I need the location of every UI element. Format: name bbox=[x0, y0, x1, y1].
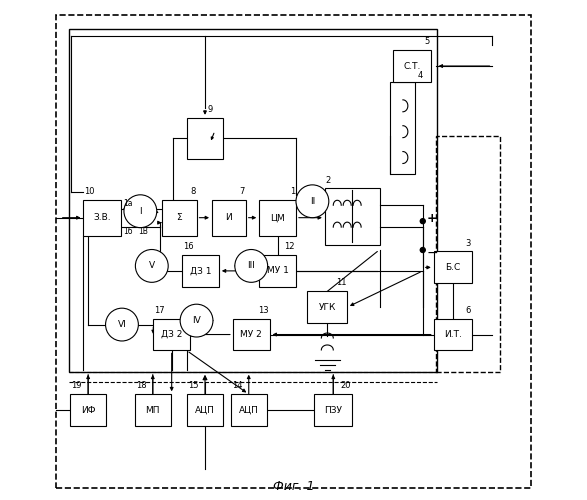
Text: Б.С: Б.С bbox=[445, 263, 460, 272]
Text: −: − bbox=[427, 246, 438, 260]
Circle shape bbox=[296, 185, 329, 218]
Text: 9: 9 bbox=[207, 105, 212, 114]
FancyBboxPatch shape bbox=[182, 255, 219, 287]
Text: МУ 2: МУ 2 bbox=[240, 330, 262, 339]
FancyBboxPatch shape bbox=[259, 200, 296, 235]
Circle shape bbox=[420, 248, 425, 252]
Circle shape bbox=[180, 304, 213, 337]
Text: Фиг. 1: Фиг. 1 bbox=[273, 480, 314, 492]
Text: 17: 17 bbox=[154, 306, 165, 314]
Text: ИФ: ИФ bbox=[81, 406, 96, 414]
Circle shape bbox=[136, 250, 168, 282]
FancyBboxPatch shape bbox=[83, 200, 121, 235]
Text: АЦП: АЦП bbox=[195, 406, 215, 414]
FancyBboxPatch shape bbox=[308, 292, 347, 323]
Text: IV: IV bbox=[192, 316, 201, 325]
FancyBboxPatch shape bbox=[315, 394, 352, 426]
FancyBboxPatch shape bbox=[187, 118, 223, 158]
Text: И.Т.: И.Т. bbox=[444, 330, 461, 339]
Text: 12: 12 bbox=[285, 242, 295, 251]
Text: З.В.: З.В. bbox=[93, 213, 111, 222]
Circle shape bbox=[106, 308, 139, 341]
FancyBboxPatch shape bbox=[259, 255, 296, 287]
Text: 8: 8 bbox=[190, 187, 195, 196]
FancyBboxPatch shape bbox=[187, 394, 223, 426]
Text: +: + bbox=[427, 212, 437, 225]
Text: ЦМ: ЦМ bbox=[270, 213, 285, 222]
Text: 11: 11 bbox=[336, 278, 346, 287]
FancyBboxPatch shape bbox=[231, 394, 266, 426]
Text: 18: 18 bbox=[136, 381, 147, 390]
Text: 5: 5 bbox=[424, 37, 430, 46]
Text: И: И bbox=[225, 213, 232, 222]
FancyBboxPatch shape bbox=[434, 318, 471, 350]
Circle shape bbox=[420, 218, 425, 224]
Text: 3: 3 bbox=[465, 238, 471, 248]
Circle shape bbox=[124, 195, 157, 228]
Text: 14: 14 bbox=[232, 381, 242, 390]
Text: I: I bbox=[139, 206, 141, 216]
Text: 13: 13 bbox=[258, 306, 269, 314]
Text: VI: VI bbox=[117, 320, 126, 329]
Text: V: V bbox=[149, 262, 155, 270]
Text: 1В: 1В bbox=[138, 227, 148, 236]
Text: 6: 6 bbox=[465, 306, 471, 314]
Text: 10: 10 bbox=[85, 187, 95, 196]
Text: 4: 4 bbox=[418, 70, 423, 80]
Text: II: II bbox=[310, 197, 315, 206]
FancyBboxPatch shape bbox=[162, 200, 197, 235]
Text: ДЗ 2: ДЗ 2 bbox=[161, 330, 183, 339]
Text: 20: 20 bbox=[340, 381, 351, 390]
Text: ПЗУ: ПЗУ bbox=[324, 406, 342, 414]
Text: 2: 2 bbox=[326, 176, 331, 184]
Text: УГК: УГК bbox=[319, 302, 336, 312]
Text: 7: 7 bbox=[239, 187, 245, 196]
FancyBboxPatch shape bbox=[393, 50, 431, 82]
FancyBboxPatch shape bbox=[135, 394, 171, 426]
Text: 16: 16 bbox=[183, 242, 194, 251]
Text: Σ: Σ bbox=[176, 213, 182, 222]
Text: 19: 19 bbox=[71, 381, 82, 390]
Text: С.Т.: С.Т. bbox=[403, 62, 420, 70]
FancyBboxPatch shape bbox=[70, 394, 106, 426]
Text: III: III bbox=[247, 262, 255, 270]
Text: АЦП: АЦП bbox=[239, 406, 259, 414]
Text: 1б: 1б bbox=[123, 227, 133, 236]
Text: 15: 15 bbox=[188, 381, 198, 390]
FancyBboxPatch shape bbox=[325, 188, 380, 245]
Text: 1: 1 bbox=[290, 187, 295, 196]
Circle shape bbox=[235, 250, 268, 282]
FancyBboxPatch shape bbox=[434, 252, 471, 284]
FancyBboxPatch shape bbox=[233, 318, 269, 350]
Text: МП: МП bbox=[146, 406, 160, 414]
Text: МУ 1: МУ 1 bbox=[266, 266, 289, 276]
FancyBboxPatch shape bbox=[212, 200, 246, 235]
Text: 1а: 1а bbox=[123, 199, 133, 208]
FancyBboxPatch shape bbox=[153, 318, 190, 350]
Text: ДЗ 1: ДЗ 1 bbox=[190, 266, 211, 276]
